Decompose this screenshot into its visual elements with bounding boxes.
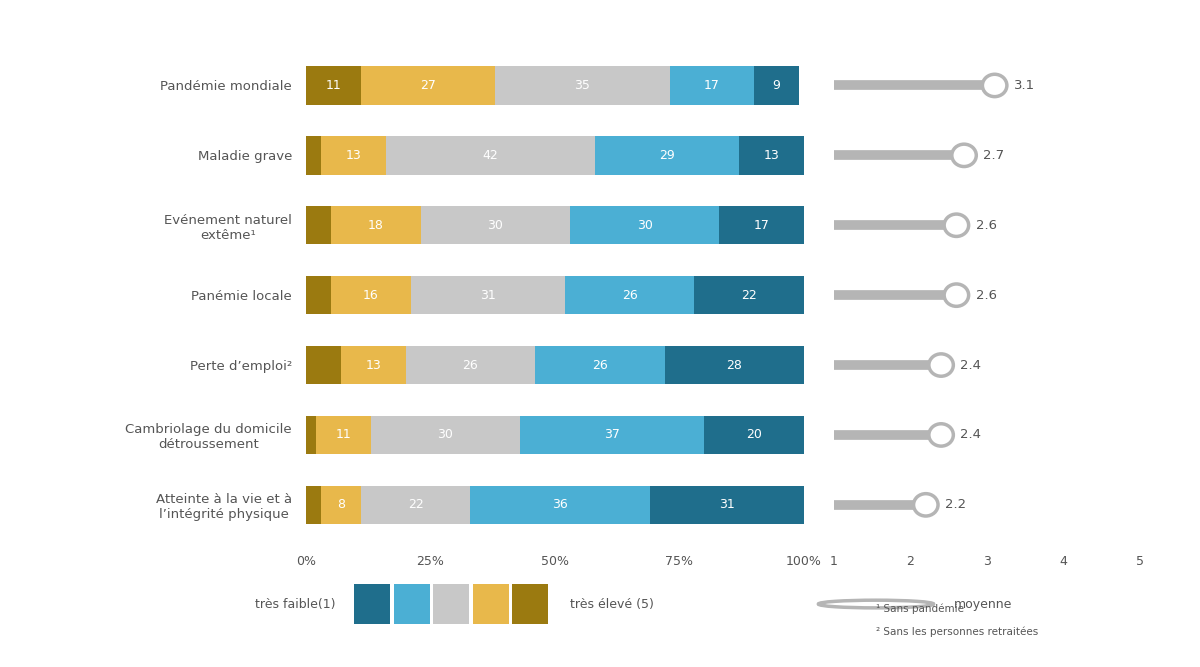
Text: 2.4: 2.4 [960, 428, 982, 442]
Bar [371, 416, 520, 454]
Text: 3.1: 3.1 [1014, 79, 1034, 92]
Text: 29: 29 [659, 149, 674, 162]
Text: 2.6: 2.6 [976, 289, 996, 301]
Bar [420, 206, 570, 245]
Bar [306, 136, 320, 175]
Bar [406, 346, 535, 384]
Bar [470, 486, 649, 524]
Bar [320, 486, 361, 524]
Text: 26: 26 [592, 359, 607, 372]
Text: 31: 31 [480, 289, 496, 301]
Bar [473, 584, 509, 624]
Bar [565, 276, 695, 314]
Circle shape [818, 600, 934, 608]
Bar [331, 206, 420, 245]
Text: 17: 17 [704, 79, 720, 92]
Text: 13: 13 [365, 359, 382, 372]
Bar [754, 66, 799, 105]
Text: 26: 26 [462, 359, 479, 372]
Bar [410, 276, 565, 314]
Text: 30: 30 [637, 219, 653, 231]
Text: 22: 22 [742, 289, 757, 301]
Bar [306, 486, 320, 524]
Bar [354, 584, 390, 624]
Bar [385, 136, 595, 175]
Bar [306, 416, 316, 454]
Text: 17: 17 [754, 219, 769, 231]
Bar [433, 584, 469, 624]
Text: 35: 35 [575, 79, 590, 92]
Text: 9: 9 [773, 79, 780, 92]
Bar [394, 584, 430, 624]
Text: très faible(1): très faible(1) [256, 598, 336, 610]
Bar [595, 136, 739, 175]
Text: 8: 8 [337, 498, 344, 512]
Text: 13: 13 [763, 149, 780, 162]
Text: 28: 28 [726, 359, 743, 372]
Text: 27: 27 [420, 79, 436, 92]
Circle shape [929, 424, 953, 446]
Circle shape [952, 144, 977, 167]
Text: 36: 36 [552, 498, 568, 512]
Bar [670, 66, 754, 105]
Bar [320, 136, 385, 175]
Bar [704, 416, 804, 454]
Text: 20: 20 [746, 428, 762, 442]
Bar [361, 486, 470, 524]
Bar [306, 66, 361, 105]
Text: 31: 31 [719, 498, 734, 512]
Bar [649, 486, 804, 524]
Text: moyenne: moyenne [954, 598, 1013, 610]
Bar [331, 276, 410, 314]
Text: ² Sans les personnes retraitées: ² Sans les personnes retraitées [876, 627, 1038, 638]
Text: 18: 18 [367, 219, 384, 231]
Text: 13: 13 [346, 149, 361, 162]
Bar [306, 276, 331, 314]
Text: 16: 16 [362, 289, 379, 301]
Bar [535, 346, 665, 384]
Bar [695, 276, 804, 314]
Text: 30: 30 [487, 219, 503, 231]
Bar [719, 206, 804, 245]
Bar [306, 346, 341, 384]
Text: 11: 11 [325, 79, 341, 92]
Text: 2.2: 2.2 [944, 498, 966, 512]
Text: ¹ Sans pandémie: ¹ Sans pandémie [876, 604, 964, 614]
Text: 2.6: 2.6 [976, 219, 996, 231]
Text: 2.7: 2.7 [983, 149, 1004, 162]
Bar [512, 584, 548, 624]
Text: 11: 11 [336, 428, 352, 442]
Text: 26: 26 [622, 289, 637, 301]
Text: 22: 22 [408, 498, 424, 512]
Bar [341, 346, 406, 384]
Bar [306, 206, 331, 245]
Bar [520, 416, 704, 454]
Circle shape [983, 74, 1007, 97]
Text: 37: 37 [605, 428, 620, 442]
Text: 42: 42 [482, 149, 498, 162]
Text: très élevé (5): très élevé (5) [570, 598, 654, 610]
Bar [316, 416, 371, 454]
Text: 30: 30 [438, 428, 454, 442]
Text: 2.4: 2.4 [960, 359, 982, 372]
Bar [496, 66, 670, 105]
Bar [665, 346, 804, 384]
Bar [739, 136, 804, 175]
Circle shape [944, 284, 968, 306]
Circle shape [929, 354, 953, 376]
Bar [570, 206, 719, 245]
Bar [361, 66, 496, 105]
Circle shape [944, 214, 968, 236]
Circle shape [913, 494, 938, 516]
